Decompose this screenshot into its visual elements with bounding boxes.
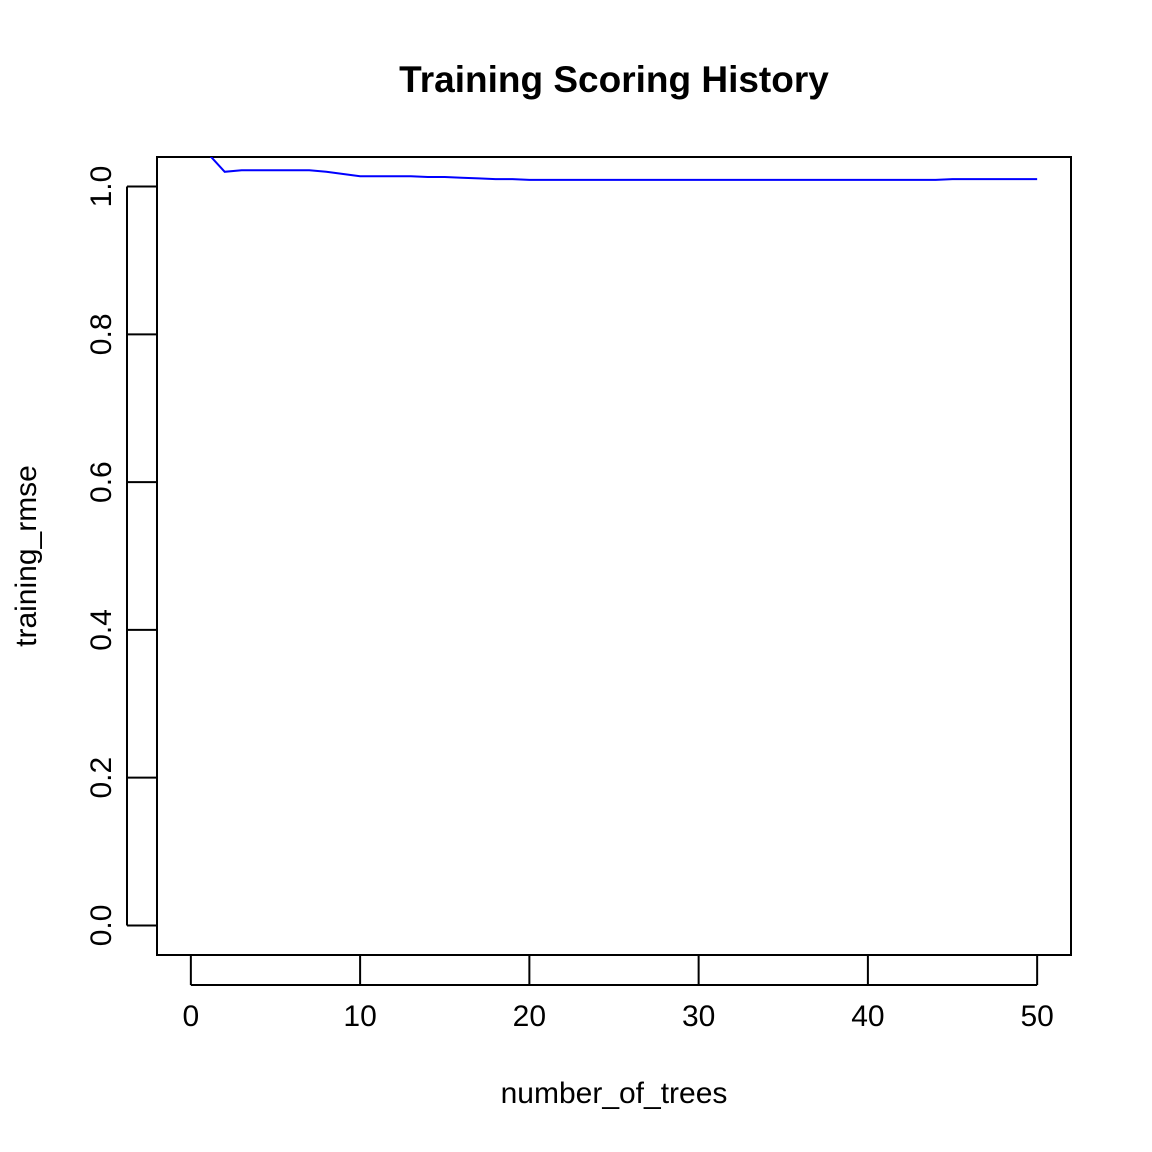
y-tick-label: 0.6 bbox=[85, 461, 118, 503]
y-axis-label: training_rmse bbox=[10, 465, 43, 647]
x-axis: 0 10 20 30 40 50 bbox=[183, 956, 1054, 1033]
plot-frame bbox=[156, 156, 1072, 956]
series-line bbox=[209, 157, 1038, 181]
y-axis: 0.0 0.2 0.4 0.6 0.8 1.0 bbox=[85, 166, 156, 947]
x-tick-label: 30 bbox=[682, 1000, 715, 1033]
x-tick-label: 10 bbox=[343, 1000, 376, 1033]
y-tick-label: 0.4 bbox=[85, 609, 118, 651]
y-tick-label: 0.8 bbox=[85, 313, 118, 355]
y-tick-label: 0.0 bbox=[85, 905, 118, 947]
x-tick-label: 20 bbox=[513, 1000, 546, 1033]
y-tick-label: 1.0 bbox=[85, 166, 118, 208]
x-axis-label: number_of_trees bbox=[501, 1077, 728, 1110]
x-tick-label: 0 bbox=[183, 1000, 200, 1033]
chart-title: Training Scoring History bbox=[399, 59, 829, 100]
series-layer bbox=[209, 157, 1038, 181]
y-tick-label: 0.2 bbox=[85, 757, 118, 799]
x-tick-label: 50 bbox=[1020, 1000, 1053, 1033]
x-tick-label: 40 bbox=[851, 1000, 884, 1033]
